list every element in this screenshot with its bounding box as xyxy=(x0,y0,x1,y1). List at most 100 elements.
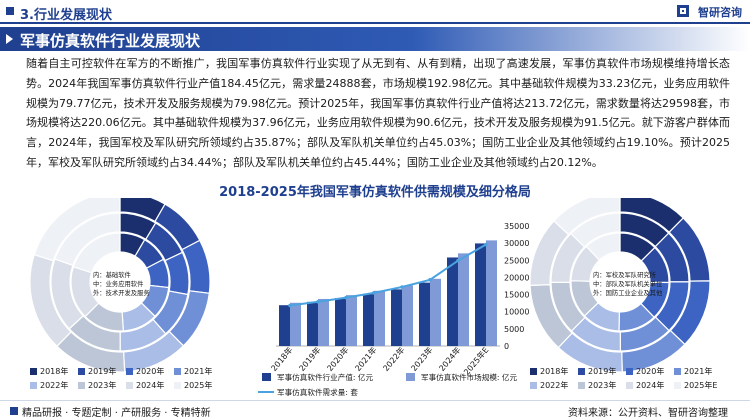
right-donut-legend-swatch xyxy=(578,368,585,375)
bar-x-tick-label: 2018年 xyxy=(269,345,295,373)
left-donut-legend-swatch xyxy=(78,368,85,375)
bar-market-3 xyxy=(374,290,385,346)
bar-y2-tick-label: 20000 xyxy=(504,273,529,282)
left-donut-ring-label: 外：技术开发及服务 xyxy=(93,288,150,297)
right-donut-legend-label: 2025年E xyxy=(684,380,717,390)
bar-output-6 xyxy=(447,257,458,346)
right-donut-legend-swatch xyxy=(578,382,585,389)
bar-output-2 xyxy=(335,298,346,346)
bar-legend-label: 军事仿真软件市场规模: 亿元 xyxy=(421,372,518,382)
left-donut-legend-label: 2022年 xyxy=(40,380,68,390)
bar-x-tick-label: 2019年 xyxy=(297,345,323,373)
bar-output-1 xyxy=(307,301,318,346)
right-donut-segment-ring1-7 xyxy=(570,212,621,248)
bar-market-5 xyxy=(430,278,441,346)
left-donut-ring-label: 中：业务应用软件 xyxy=(93,279,143,288)
chart-title: 2018-2025年我国军事仿真软件供需规模及细分格局 xyxy=(219,185,531,200)
title-arrow-icon xyxy=(6,34,13,44)
right-donut-legend-swatch xyxy=(530,368,537,375)
demand-point-2 xyxy=(344,295,348,300)
bar-legend-swatch xyxy=(406,373,415,381)
bar-y2-tick-label: 30000 xyxy=(504,239,529,248)
demand-point-4 xyxy=(400,285,404,289)
bar-x-tick-label: 2020年 xyxy=(325,345,351,373)
right-donut-segment-ring2-7 xyxy=(553,198,621,236)
left-donut-legend-swatch xyxy=(126,368,133,375)
bar-y2-tick-label: 5000 xyxy=(504,325,524,334)
footer-divider xyxy=(0,400,750,401)
bar-market-1 xyxy=(318,298,329,346)
title-bar: 军事仿真软件行业发展现状 xyxy=(0,27,750,51)
left-donut-segment-ring0-7 xyxy=(72,232,121,274)
bar-x-tick-label: 2021年 xyxy=(353,345,379,373)
page-title: 军事仿真软件行业发展现状 xyxy=(20,32,201,50)
left-donut-legend-swatch xyxy=(78,382,85,389)
right-donut-legend-swatch xyxy=(626,368,633,375)
right-donut-legend-label: 2018年 xyxy=(540,366,568,376)
demand-point-0 xyxy=(288,303,292,308)
left-donut-legend-swatch xyxy=(30,368,37,375)
brand-name: 智研咨询 xyxy=(698,6,742,19)
bar-output-4 xyxy=(391,289,402,346)
right-donut-legend-swatch xyxy=(530,382,537,389)
left-donut-legend-label: 2025年 xyxy=(184,380,212,390)
right-donut-ring-label: 中：部队及军队机关单位 xyxy=(593,279,663,288)
body-paragraph: 随着自主可控软件在军方的不断推广，我国军事仿真软件行业实现了从无到有、从有到精，… xyxy=(26,57,730,169)
bar-output-0 xyxy=(279,305,290,346)
right-donut-center xyxy=(591,253,649,311)
header-divider xyxy=(0,22,750,24)
demand-point-3 xyxy=(372,291,376,295)
left-donut-legend-label: 2020年 xyxy=(136,366,164,376)
footer-slogan: 精品研报 · 专题定制 · 产研服务 · 专精特新 xyxy=(22,408,211,419)
bar-legend-swatch xyxy=(262,373,271,381)
right-donut-legend-swatch xyxy=(626,382,633,389)
demand-line xyxy=(289,243,487,307)
left-donut-legend-swatch xyxy=(174,382,181,389)
bar-legend-label: 军事仿真软件行业产值: 亿元 xyxy=(277,372,374,382)
bar-x-tick-label: 2022年 xyxy=(381,345,407,373)
section-title: 3.行业发展现状 xyxy=(20,8,112,23)
demand-point-5 xyxy=(428,278,432,282)
right-donut-ring-label: 内：军校及军队研究所 xyxy=(593,270,657,279)
bar-market-0 xyxy=(290,302,301,346)
bar-output-5 xyxy=(419,282,430,346)
left-donut-legend-swatch xyxy=(174,368,181,375)
left-donut-legend-swatch xyxy=(126,382,133,389)
right-donut-legend-label: 2019年 xyxy=(588,366,616,376)
bar-market-2 xyxy=(346,295,357,346)
left-donut-legend-label: 2024年 xyxy=(136,380,164,390)
left-donut-legend-label: 2023年 xyxy=(88,380,116,390)
left-donut-center xyxy=(91,253,149,311)
left-donut-segment-ring1-7 xyxy=(54,212,121,267)
left-donut-legend-label: 2019年 xyxy=(88,366,116,376)
demand-point-6 xyxy=(456,258,460,263)
bar-y2-tick-label: 35000 xyxy=(504,222,529,231)
bar-y2-tick-label: 0 xyxy=(504,342,509,351)
bar-output-3 xyxy=(363,294,374,346)
right-donut-ring-label: 外：国防工业企业及其他 xyxy=(593,288,663,297)
left-donut-segment-ring2-7 xyxy=(33,198,121,262)
right-donut-legend-label: 2023年 xyxy=(588,380,616,390)
right-donut-legend-swatch xyxy=(674,382,681,389)
bar-x-tick-label: 2024年 xyxy=(437,345,463,373)
left-donut-legend-label: 2021年 xyxy=(184,366,212,376)
left-donut-legend-swatch xyxy=(30,382,37,389)
bar-x-tick-label: 2023年 xyxy=(409,345,435,373)
bar-y2-tick-label: 25000 xyxy=(504,256,529,265)
brand-logo-icon xyxy=(677,5,689,17)
right-donut-legend-label: 2020年 xyxy=(636,366,664,376)
bar-market-4 xyxy=(402,285,413,346)
left-donut-legend-label: 2018年 xyxy=(40,366,68,376)
right-donut-legend-swatch xyxy=(674,368,681,375)
right-donut-segment-ring0-7 xyxy=(585,232,621,262)
bar-legend-label: 军事仿真软件需求量: 套 xyxy=(277,387,358,397)
footer: 精品研报 · 专题定制 · 产研服务 · 专精特新 资料来源：公开资料、智研咨询… xyxy=(0,402,750,420)
right-donut-legend-label: 2021年 xyxy=(684,366,712,376)
bar-y2-tick-label: 15000 xyxy=(504,291,529,300)
top-header: 3.行业发展现状 智研咨询 xyxy=(0,0,750,24)
right-donut-legend-label: 2022年 xyxy=(540,380,568,390)
right-donut-legend-label: 2024年 xyxy=(636,380,664,390)
bar-output-7 xyxy=(475,243,486,346)
left-donut-ring-label: 内：基础软件 xyxy=(93,270,131,279)
